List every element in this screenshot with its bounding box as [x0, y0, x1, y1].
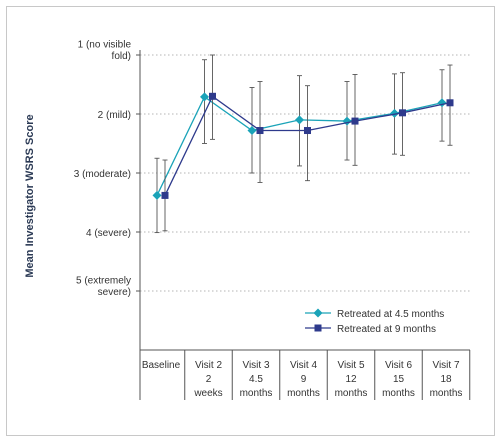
legend-entry: Retreated at 9 months	[305, 324, 436, 335]
data-point	[437, 98, 447, 108]
chart-frame	[6, 6, 495, 436]
x-category-label: Visit 2	[195, 360, 222, 371]
x-category-label: 15	[393, 374, 405, 385]
data-point	[399, 109, 406, 117]
data-point	[295, 115, 304, 125]
x-category-label: 9	[301, 374, 307, 385]
legend: Retreated at 4.5 months Retreated at 9 mo…	[305, 308, 444, 335]
y-tick-label: 1 (no visible	[78, 40, 132, 51]
x-category-label: Visit 4	[290, 360, 317, 371]
x-category-label: months	[335, 388, 368, 399]
series-1	[152, 59, 447, 234]
x-category-label: Visit 5	[337, 360, 364, 371]
data-point	[390, 108, 399, 118]
x-category-label: Visit 7	[432, 360, 459, 371]
x-category-label: months	[382, 388, 415, 399]
series-2	[161, 54, 454, 232]
data-point	[209, 92, 216, 100]
x-category-label: months	[240, 388, 273, 399]
x-category-label: Visit 3	[242, 360, 269, 371]
legend-label: Retreated at 9 months	[337, 324, 436, 335]
x-category-label: Baseline	[142, 360, 181, 371]
legend-label: Retreated at 4.5 months	[337, 309, 444, 320]
x-category-labels: Baseline Visit 2 2 weeks Visit 3 4.5 months Vis…	[142, 350, 471, 400]
data-point	[247, 126, 257, 136]
axes	[139, 50, 470, 400]
data-point	[152, 190, 162, 200]
x-category-label: Visit 6	[385, 360, 412, 371]
legend-marker	[313, 308, 323, 318]
grid-lines	[136, 54, 470, 292]
y-tick-label: severe)	[98, 287, 131, 298]
legend-marker	[314, 324, 322, 332]
data-point	[342, 116, 352, 126]
data-point	[446, 99, 454, 107]
legend-entry: Retreated at 4.5 months	[305, 308, 444, 320]
data-series	[152, 54, 454, 234]
data-point	[256, 127, 264, 135]
x-category-label: months	[287, 388, 320, 399]
data-point	[351, 117, 359, 125]
data-point	[200, 92, 209, 102]
x-category-label: months	[430, 388, 463, 399]
x-category-label: 12	[345, 374, 357, 385]
y-tick-label: fold)	[112, 51, 131, 62]
y-tick-label: 5 (extremely	[76, 276, 131, 287]
x-category-label: 2	[206, 374, 212, 385]
data-point	[304, 127, 311, 135]
data-point	[161, 191, 169, 199]
y-tick-label: 4 (severe)	[86, 228, 131, 239]
x-category-label: 18	[440, 374, 452, 385]
x-category-label: weeks	[193, 388, 222, 399]
x-category-label: 4.5	[249, 374, 263, 385]
y-tick-label: 2 (mild)	[98, 110, 131, 121]
y-tick-label: 3 (moderate)	[74, 169, 131, 180]
y-axis-label: Mean Investigator WSRS Score	[24, 114, 36, 277]
